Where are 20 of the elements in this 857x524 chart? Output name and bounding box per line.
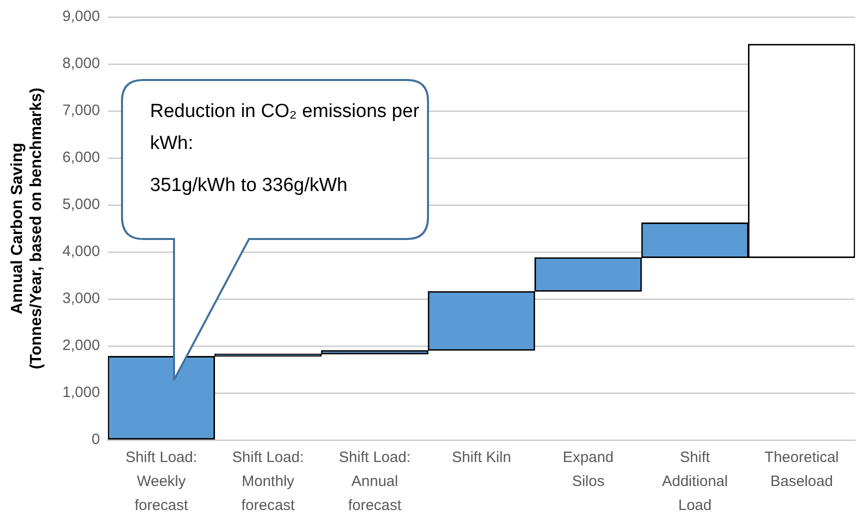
y-tick-label: 8,000 [62, 55, 100, 72]
x-tick-label: Shift Additional Load [662, 449, 728, 514]
y-tick-label: 2,000 [62, 337, 100, 354]
x-tick-label: Shift Kiln [452, 449, 512, 466]
x-tick-label: Expand Silos [562, 449, 614, 490]
annotation: 351g/kWh to 336g/kWh [150, 174, 348, 198]
y-axis-title: Annual Carbon Saving (Tonnes/Year, based on benchmarks) [9, 88, 46, 370]
x-tick-label: Shift Load: Monthly forecast [232, 449, 304, 514]
y-tick-label: 1,000 [62, 384, 100, 402]
x-tick-label: Theoretical Baseload [764, 449, 839, 490]
y-tick-label: 7,000 [62, 102, 100, 120]
x-tick-label: Shift Load: Weekly forecast [125, 449, 198, 514]
y-tick-label: 9,000 [62, 8, 100, 26]
y-tick-label: 5,000 [62, 196, 100, 214]
annotation: Reduction in CO₂ emissions per kWh: [150, 100, 420, 156]
y-tick-label: 0 [92, 431, 100, 448]
y-tick-label: 3,000 [62, 290, 100, 308]
y-tick-label: 4,000 [62, 243, 100, 260]
x-tick-label: Shift Load: Annual forecast [338, 449, 411, 514]
y-tick-label: 6,000 [62, 149, 100, 166]
